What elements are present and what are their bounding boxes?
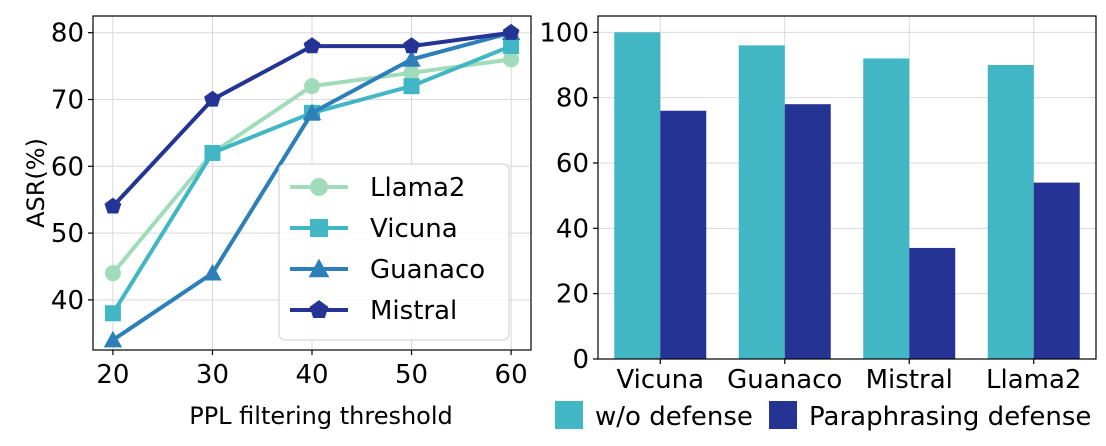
data-point-mistral [403,37,420,54]
line-chart-ticks: 40 50 60 70 80 20 30 40 50 60 [51,19,528,390]
legend-label-vicuna: Vicuna [370,214,458,244]
legend-label-no-defense: w/o defense [595,402,753,432]
x-tick-label: 50 [395,360,428,390]
data-point-guanaco [302,103,322,121]
data-point-llama2 [503,51,520,68]
data-point-llama2 [304,78,320,95]
bar-chart-bars [614,32,1080,360]
data-point-guanaco [203,263,222,281]
legend-swatch-no-defense [555,401,583,429]
y-tick-label: 60 [51,152,84,182]
x-tick-label: 60 [495,360,528,390]
x-axis-title: PPL filtering threshold [189,402,453,430]
y-axis-title: ASR(%) [22,138,50,228]
y-tick-label: 80 [556,84,589,114]
bar-vicuna-no-defense [614,32,661,359]
data-point-mistral [303,37,321,54]
y-tick-label: 40 [556,214,589,244]
legend-box [278,163,510,341]
legend-swatch-paraphrasing [769,401,797,429]
line-chart: 40 50 60 70 80 20 30 40 50 60 ASR(%) PPL filterin… [22,15,532,430]
data-point-vicuna [204,144,221,161]
bar-mistral-no-defense [863,58,910,359]
legend-marker-llama2 [310,178,328,196]
y-tick-label: 100 [539,18,589,48]
y-tick-label: 50 [51,219,84,249]
bar-guanaco-no-defense [738,45,785,360]
data-point-vicuna [403,78,420,95]
y-tick-label: 70 [51,86,84,116]
data-point-vicuna [104,305,121,322]
y-tick-label: 80 [51,19,84,49]
data-point-mistral [104,197,122,214]
legend-marker-mistral [309,300,329,318]
y-tick-label: 20 [556,280,589,310]
x-tick-label: 30 [196,360,229,390]
bar-guanaco-paraphrasing [784,104,831,359]
legend-label-guanaco: Guanaco [370,255,485,285]
line-chart-legend: Llama2 Vicuna Guanaco Mistral [278,163,510,341]
legend-label-llama2: Llama2 [370,173,465,203]
x-tick-label: 40 [295,360,328,390]
bar-llama2-paraphrasing [1033,182,1080,359]
bar-mistral-paraphrasing [909,247,956,359]
line-chart-series [103,23,521,348]
data-point-llama2 [403,64,420,81]
x-tick-label: 20 [96,360,129,390]
bar-llama2-no-defense [987,65,1034,359]
legend-label-mistral: Mistral [370,296,457,326]
bar-chart-plot-area [597,15,1097,360]
bar-chart: 0 20 40 60 80 100 Vicuna Guanaco Mistral Llama2 w… [539,15,1097,432]
y-tick-label: 60 [556,149,589,179]
x-tick-label: Guanaco [727,365,842,395]
y-tick-label: 0 [572,345,589,375]
legend-marker-vicuna [310,219,328,237]
bar-chart-ticks: 0 20 40 60 80 100 Vicuna Guanaco Mistral Llama2 [539,18,1081,395]
data-point-mistral [204,90,221,107]
legend-label-paraphrasing: Paraphrasing defense [809,402,1091,432]
bar-vicuna-paraphrasing [660,110,707,359]
data-point-guanaco [402,50,421,67]
data-point-llama2 [104,265,121,282]
x-tick-label: Vicuna [616,365,704,395]
y-tick-label: 40 [51,286,84,316]
data-point-guanaco [103,330,123,348]
legend-marker-guanaco [308,258,330,278]
x-tick-label: Mistral [866,365,953,395]
bar-chart-legend: w/o defense Paraphrasing defense [555,401,1091,432]
data-point-vicuna [503,38,520,55]
data-point-mistral [502,23,520,40]
x-tick-label: Llama2 [986,365,1081,395]
